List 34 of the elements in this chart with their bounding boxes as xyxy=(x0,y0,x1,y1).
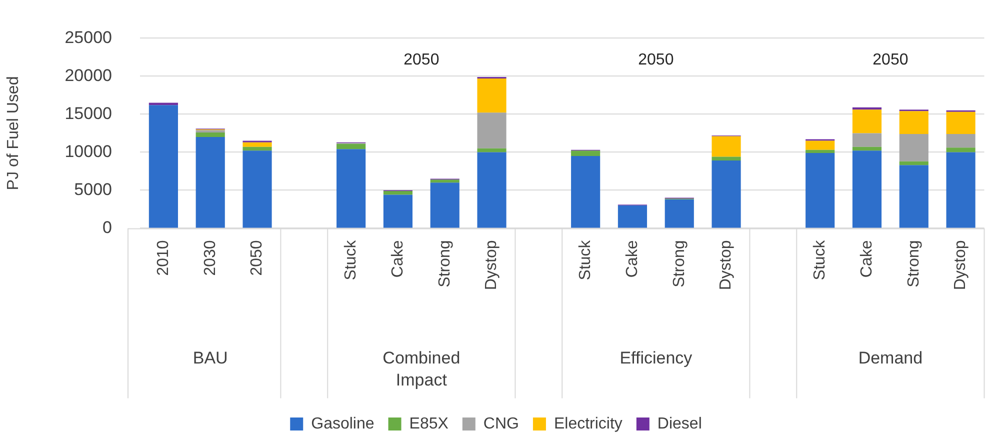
legend-label: Diesel xyxy=(657,415,702,432)
y-tick-label: 20000 xyxy=(64,66,112,85)
annotation: 2050 xyxy=(638,52,674,69)
annotation: 2050 xyxy=(872,52,908,69)
x-tick-label: 2030 xyxy=(202,240,219,276)
x-tick-label: Stuck xyxy=(576,239,594,280)
legend-label: Gasoline xyxy=(311,415,374,432)
legend-label: Electricity xyxy=(554,415,622,432)
x-tick-label: Cake xyxy=(858,240,876,278)
legend-label: E85X xyxy=(409,415,449,432)
x-tick-label: Dystop xyxy=(952,240,970,290)
annotation: 2050 xyxy=(404,52,440,69)
y-tick-label: 10000 xyxy=(64,142,112,161)
y-tick-label: 0 xyxy=(102,218,112,237)
text: Demand xyxy=(858,348,923,368)
x-tick-label: Stuck xyxy=(812,239,828,280)
y-tick-label: 5000 xyxy=(74,180,112,199)
text: Efficiency xyxy=(620,348,693,368)
x-tick-label: Dystop xyxy=(483,240,500,290)
x-tick-label: Dystop xyxy=(718,240,735,290)
x-tick-label: Strong xyxy=(905,240,922,288)
y-axis-title: PJ of Fuel Used xyxy=(5,76,22,190)
x-tick-label: 2010 xyxy=(154,240,172,276)
y-tick-label: 15000 xyxy=(64,104,112,123)
text: Combined Impact xyxy=(382,348,460,390)
legend-label: CNG xyxy=(483,415,519,432)
x-tick-label: Cake xyxy=(624,240,641,278)
x-tick-label: 2050 xyxy=(248,240,266,276)
text: BAU xyxy=(192,348,228,368)
x-tick-label: Cake xyxy=(389,240,406,278)
y-tick-label: 25000 xyxy=(64,28,112,47)
x-tick-label: Strong xyxy=(436,240,454,288)
x-tick-label: Stuck xyxy=(342,239,360,280)
x-tick-label: Strong xyxy=(670,240,688,288)
